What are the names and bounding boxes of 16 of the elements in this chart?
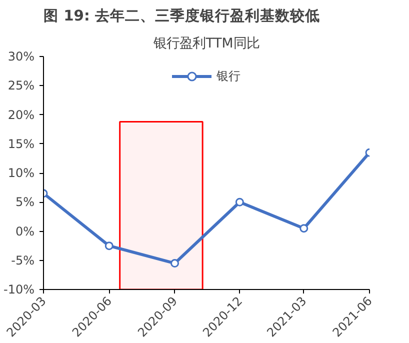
point [235, 198, 244, 206]
chart-subtitle: 银行盈利TTM同比 [152, 36, 260, 52]
y-tick-label: 20% [8, 108, 34, 122]
y-tick-label: 15% [8, 136, 34, 151]
point [170, 259, 180, 268]
chart-title: 图 19: 去年二、三季度银行盈利基数较低 [44, 6, 320, 24]
y-tick-label: 0% [15, 224, 35, 238]
legend-label: 银行 [216, 68, 240, 84]
point [104, 242, 114, 250]
y-tick-label: -10% [4, 282, 35, 296]
y-tick-label: 10% [8, 166, 34, 180]
point [300, 224, 308, 233]
y-tick-label: -5% [11, 253, 35, 268]
y-tick-label: 30% [8, 50, 34, 64]
y-tick-label: 25% [8, 78, 34, 93]
y-tick-label: 5% [15, 195, 35, 210]
